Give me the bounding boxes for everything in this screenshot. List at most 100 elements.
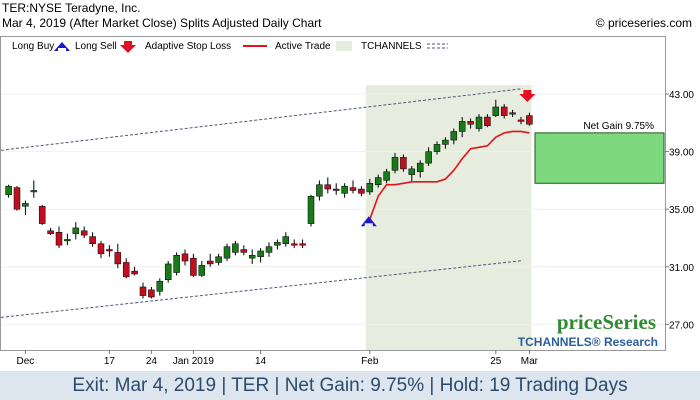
candle (215, 253, 222, 266)
trade-summary-footer: Exit: Mar 4, 2019 | TER | Net Gain: 9.75… (0, 371, 700, 400)
candle (114, 243, 122, 269)
legend-long-sell-label: Long Sell (75, 41, 117, 52)
candle (341, 183, 348, 198)
candle (80, 226, 88, 238)
candle-body (383, 171, 390, 181)
candle-body (131, 270, 138, 275)
candle (442, 137, 449, 149)
candle-body (257, 250, 264, 257)
candle (139, 282, 147, 299)
candle (257, 248, 264, 263)
candle (475, 114, 483, 132)
candle-body (30, 190, 38, 193)
y-tick-label: 43.00 (669, 90, 694, 101)
y-tick-label: 31.00 (669, 263, 694, 274)
candle-body (232, 243, 239, 253)
candle-body (366, 183, 374, 193)
candle-body (223, 246, 231, 259)
brand-logo: priceSeries (557, 310, 656, 334)
candle-body (517, 119, 525, 122)
candle (122, 258, 130, 279)
candle (64, 233, 71, 246)
candle-body (341, 185, 348, 194)
candle-body (299, 243, 306, 246)
candle (181, 249, 189, 266)
candle-body (13, 187, 21, 210)
candle (509, 109, 516, 118)
candle-body (38, 206, 46, 224)
candle-body (55, 231, 63, 246)
candle (232, 240, 239, 256)
candle (458, 117, 466, 138)
candle-body (114, 252, 122, 265)
candle-body (181, 253, 189, 262)
candle-body (265, 246, 273, 253)
candle (467, 118, 474, 129)
candle-body (391, 157, 399, 171)
candle-body (408, 168, 416, 175)
candle (106, 245, 113, 257)
candle (5, 184, 12, 198)
chart-title: TER:NYSE Teradyne, Inc. (2, 1, 141, 15)
candle-body (274, 242, 281, 246)
candle (425, 147, 432, 166)
brand-research: TCHANNELS® Research (518, 335, 658, 349)
plot-area (0, 36, 666, 351)
candle-body (442, 139, 449, 145)
channel-lower-line (0, 260, 523, 318)
candle-body (349, 187, 357, 191)
legend-channels-label: TCHANNELS (361, 41, 422, 52)
candle (248, 249, 256, 264)
candle (274, 239, 281, 250)
candle-body (106, 249, 113, 252)
candle-body (425, 151, 432, 164)
candle-body (206, 260, 214, 265)
candle (97, 240, 105, 259)
candle (223, 243, 231, 262)
y-tick-label: 39.00 (669, 148, 694, 159)
candle-body (332, 188, 340, 191)
x-tick-label: 24 (146, 356, 158, 367)
candle (526, 112, 533, 126)
marker-layer (360, 90, 536, 227)
x-tick-label: 17 (104, 356, 116, 367)
candle-body (198, 265, 206, 276)
candle (492, 99, 500, 118)
candle (22, 200, 29, 215)
candle (55, 226, 63, 249)
candle (416, 160, 424, 178)
candle (13, 186, 21, 211)
candle (240, 245, 248, 256)
candle (383, 168, 390, 184)
candle (38, 204, 46, 226)
candle (72, 222, 80, 240)
candle-body (156, 280, 164, 292)
x-tick-label: 25 (490, 356, 502, 367)
candle-body (80, 230, 88, 236)
candle-body (122, 262, 130, 278)
candle (349, 180, 357, 194)
candle (391, 153, 399, 174)
candle (290, 239, 298, 249)
candle-body (215, 256, 222, 263)
candle (408, 166, 416, 182)
candle-body (458, 121, 466, 132)
candle (30, 180, 38, 198)
candle (148, 286, 155, 299)
candle (374, 174, 382, 188)
candle-body (500, 106, 508, 116)
candle (324, 177, 332, 194)
candle-body (164, 263, 172, 281)
candle-body (358, 188, 365, 194)
candle (332, 183, 340, 195)
candle (190, 253, 197, 277)
net-gain-label: Net Gain 9.75% (583, 121, 654, 132)
candle (173, 252, 180, 276)
candle (484, 114, 491, 128)
candle-body (324, 184, 332, 190)
candle-body (467, 121, 474, 125)
candle (450, 128, 458, 145)
candle (89, 232, 96, 247)
legend-long-buy-label: Long Buy (12, 41, 54, 52)
candle-body (72, 227, 80, 234)
